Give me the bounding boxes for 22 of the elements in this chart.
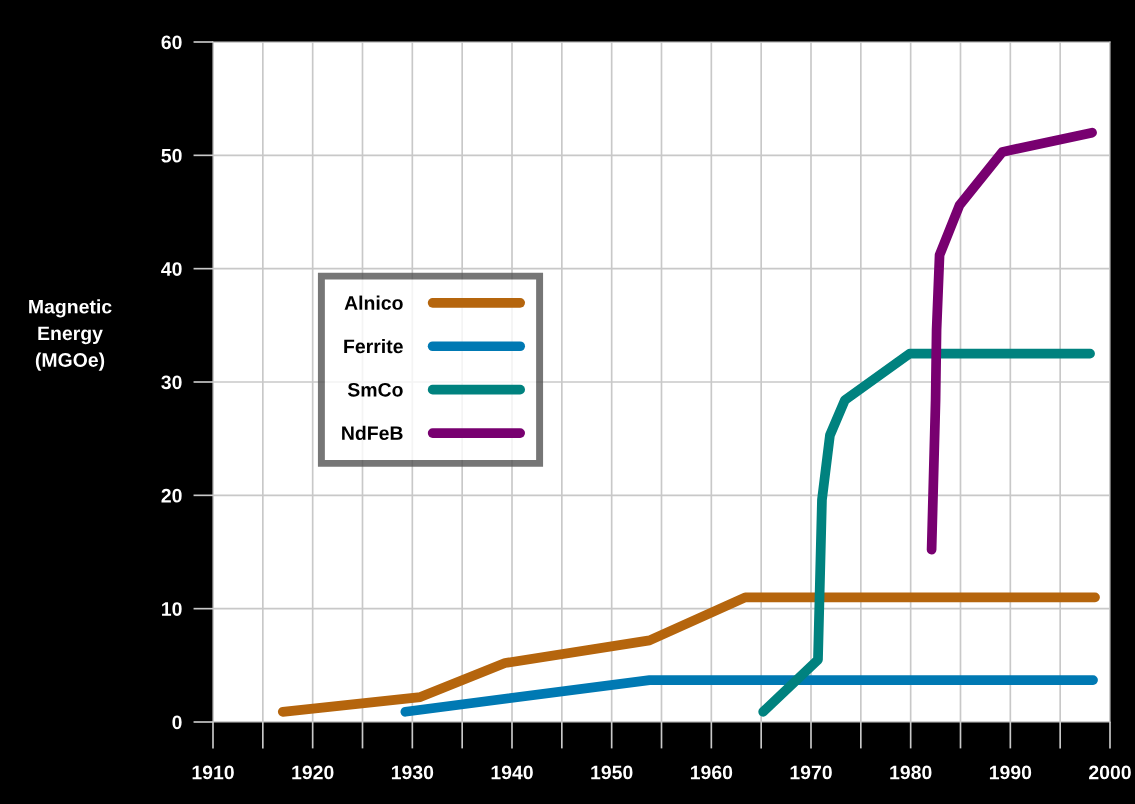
y-tick-label: 30 [161, 375, 182, 390]
x-tick-label: 1960 [690, 765, 733, 780]
x-tick-label: 1980 [890, 765, 932, 780]
x-tick-label: 1910 [192, 765, 234, 780]
y-tick-label: 20 [161, 488, 182, 503]
x-tick-label: 1940 [491, 765, 533, 780]
legend-label: SmCo [347, 382, 403, 397]
y-tick-label: 10 [162, 602, 182, 616]
y-tick-label: 60 [161, 35, 182, 50]
legend-label: Ferrite [344, 338, 403, 354]
x-tick-label: 1950 [591, 765, 633, 780]
legend-label: NdFeB [342, 425, 403, 441]
x-tick-label: 1930 [391, 765, 434, 780]
x-tick-label: 1970 [790, 765, 832, 780]
y-axis-title: Magnetic Energy (MGOe) [29, 299, 112, 371]
y-tick-label: 0 [172, 715, 182, 730]
y-tick-label: 50 [161, 148, 182, 163]
x-tick-label: 1990 [989, 765, 1032, 780]
x-tick-label: 1920 [292, 765, 334, 780]
y-tick-label: 40 [161, 262, 182, 276]
x-tick-label: 2000 [1089, 765, 1131, 780]
legend-label: Alnico [344, 295, 403, 310]
